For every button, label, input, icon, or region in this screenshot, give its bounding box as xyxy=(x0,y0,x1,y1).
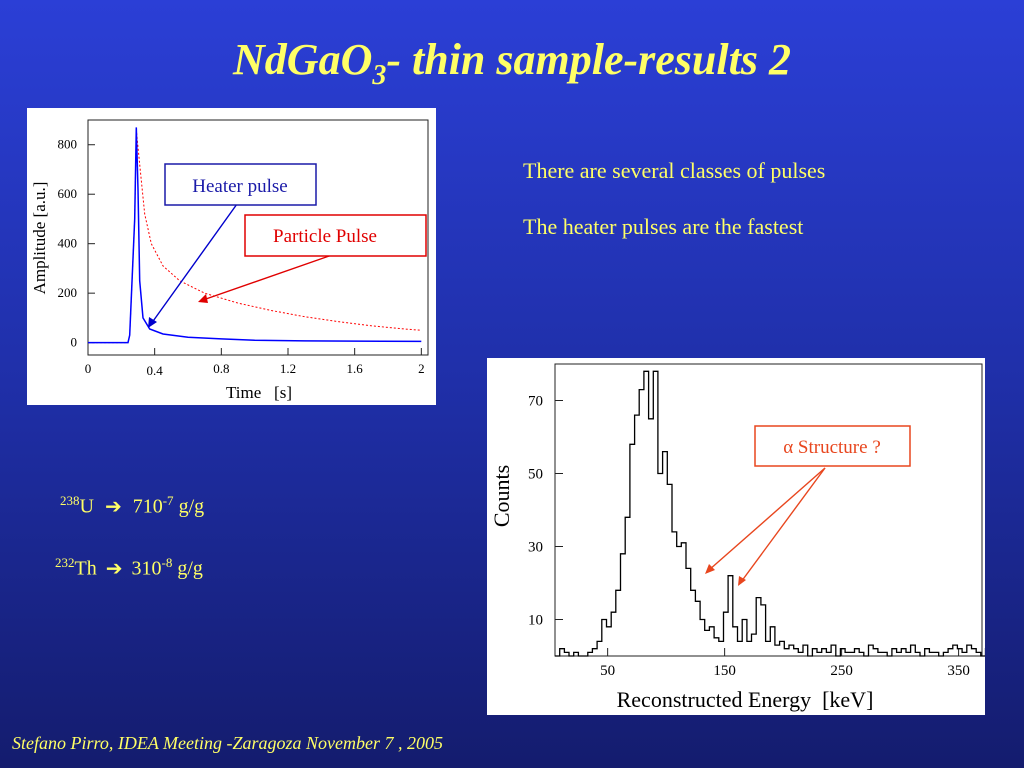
pulse-x-tick-label: 0.8 xyxy=(213,361,229,376)
histogram-x-axis-label: Reconstructed Energy [keV] xyxy=(617,687,874,712)
bullet-heater-fastest: The heater pulses are the fastest xyxy=(523,214,804,239)
title-formula: NdGaO xyxy=(233,35,373,84)
th232-symbol: Th xyxy=(74,557,97,580)
slide-title: NdGaO3- thin sample-results 2 xyxy=(0,34,1024,92)
isotope-th232: 232Th ➔ 310-8 g/g xyxy=(55,555,203,581)
u238-mass-number: 238 xyxy=(60,493,80,508)
alpha-structure-label: α Structure ? xyxy=(783,437,881,458)
pulse-axis-ticks: 0 0.4 0.8 1.2 1.6 2 0 200 400 600 800 xyxy=(58,137,425,378)
histogram-y-axis-label: Counts xyxy=(489,465,514,527)
u238-exponent: -7 xyxy=(162,493,174,508)
histogram-series xyxy=(555,370,1005,657)
heater-pulse-label: Heater pulse xyxy=(192,176,287,197)
energy-histogram-panel: 50 150 250 350 10 30 50 70 Counts Reconstructed… xyxy=(487,358,1005,715)
slide-footer: Stefano Pirro, IDEA Meeting -Zaragoza No… xyxy=(12,733,443,753)
alpha-arrow-line-2 xyxy=(740,467,826,583)
histogram-y-tick-label: 30 xyxy=(528,540,543,556)
th232-unit: g/g xyxy=(177,557,203,580)
pulse-chart: 0 0.4 0.8 1.2 1.6 2 0 200 400 600 800 Amplitude [a… xyxy=(30,119,429,402)
heater-pulse-label-box xyxy=(164,163,317,206)
pulse-x-tick-label: 2 xyxy=(418,361,425,376)
u238-unit: g/g xyxy=(178,495,205,518)
pulse-y-tick-label: 0 xyxy=(71,335,78,350)
pulse-x-tick-label: 0 xyxy=(85,361,92,376)
bullet-pulse-classes: There are several classes of pulses xyxy=(523,158,826,183)
pulse-x-tick-label: 1.2 xyxy=(280,361,296,376)
particle-arrow-line xyxy=(202,254,333,301)
pulse-plot-frame xyxy=(87,119,429,356)
u238-value: 710 xyxy=(132,495,163,518)
th232-mass-number: 232 xyxy=(55,555,75,570)
alpha-arrow-head-1 xyxy=(705,564,715,574)
alpha-structure-label-box xyxy=(754,425,911,467)
histogram-y-tick-label: 50 xyxy=(528,467,543,483)
right-arrow-icon: ➔ xyxy=(104,493,122,518)
pulse-y-tick-label: 800 xyxy=(58,137,78,152)
histogram-plot-frame xyxy=(554,363,983,657)
pulse-chart-panel: 0 0.4 0.8 1.2 1.6 2 0 200 400 600 800 Amplitude [a… xyxy=(27,108,436,405)
histogram-x-tick-label: 250 xyxy=(830,663,853,679)
energy-histogram: 50 150 250 350 10 30 50 70 Counts Reconstructed… xyxy=(489,363,1005,712)
pulse-y-tick-label: 400 xyxy=(58,236,78,251)
pulse-y-tick-label: 200 xyxy=(58,285,78,300)
alpha-arrow-line-1 xyxy=(708,467,826,571)
heater-pulse-line xyxy=(88,127,422,344)
pulse-series-group xyxy=(88,127,422,344)
histogram-x-tick-label: 150 xyxy=(713,663,736,679)
histogram-y-tick-label: 70 xyxy=(528,394,543,410)
pulse-x-tick-label: 0.4 xyxy=(147,363,164,378)
histogram-axis-ticks: 50 150 250 350 10 30 50 70 xyxy=(528,394,970,680)
u238-symbol: U xyxy=(79,495,94,518)
pulse-y-axis-label: Amplitude [a.u.] xyxy=(30,182,49,295)
pulse-x-tick-label: 1.6 xyxy=(347,361,364,376)
histogram-x-tick-label: 50 xyxy=(600,663,615,679)
pulse-x-axis-label: Time [s] xyxy=(226,383,292,402)
particle-arrow-head xyxy=(198,294,208,303)
particle-pulse-label: Particle Pulse xyxy=(273,226,377,247)
right-arrow-icon: ➔ xyxy=(105,555,123,580)
heater-arrow-head xyxy=(148,317,157,328)
alpha-arrow-head-2 xyxy=(738,576,746,586)
title-text: - thin sample-results 2 xyxy=(386,35,791,84)
histogram-x-tick-label: 350 xyxy=(947,663,970,679)
heater-arrow-line xyxy=(150,203,238,325)
histogram-y-tick-label: 10 xyxy=(528,613,543,629)
th232-value: 310 xyxy=(131,557,162,580)
particle-pulse-label-box xyxy=(244,214,427,257)
isotope-u238: 238U ➔ 710-7 g/g xyxy=(60,493,204,519)
title-subscript: 3 xyxy=(372,59,387,91)
pulse-y-tick-label: 600 xyxy=(58,186,78,201)
th232-exponent: -8 xyxy=(161,555,173,570)
